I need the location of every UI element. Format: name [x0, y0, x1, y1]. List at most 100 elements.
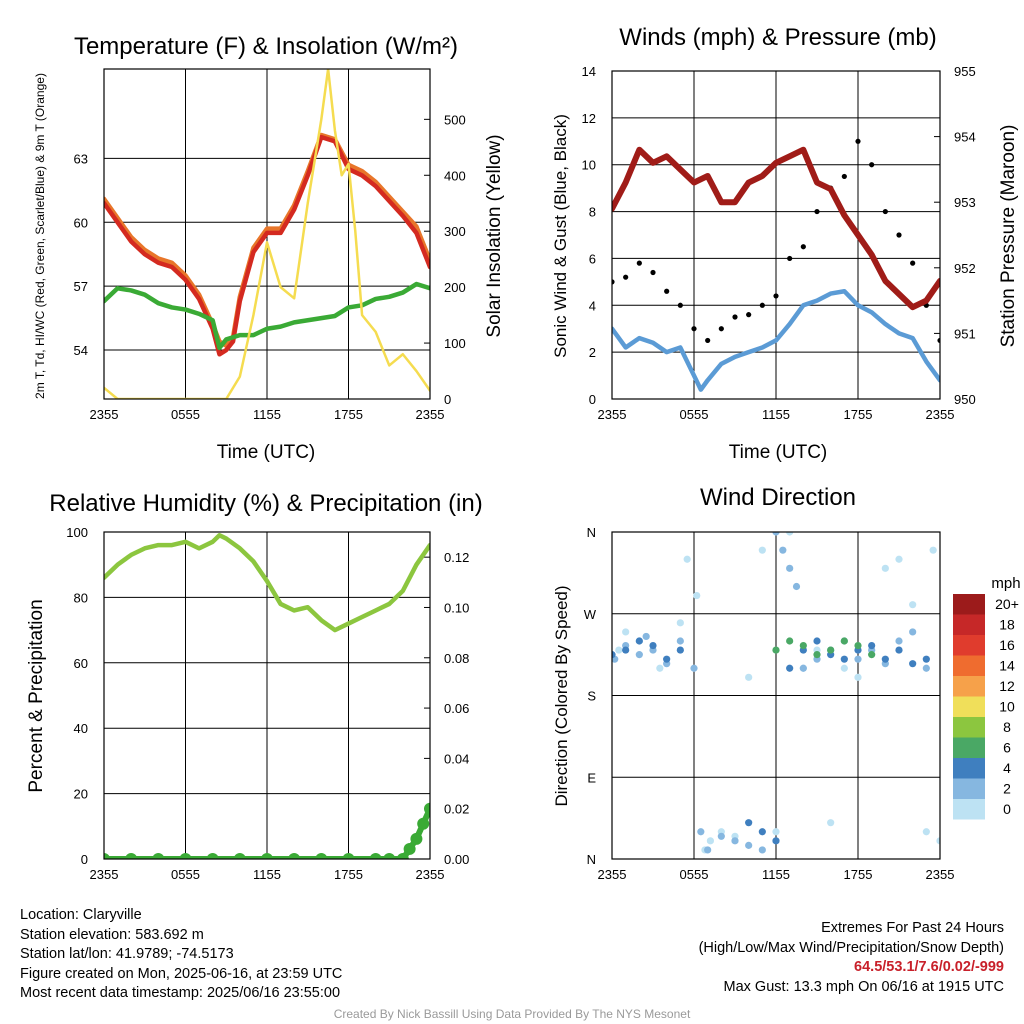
station-info: Location: Claryville Station elevation: … — [20, 906, 342, 1004]
winds-panel: Winds (mph) & Pressure (mb) Time (UTC) S… — [551, 24, 1019, 463]
humidity-y2tick-label: 0.10 — [444, 600, 469, 615]
wind-direction-point — [922, 655, 930, 663]
winds-y2tick-label: 951 — [954, 326, 976, 341]
humidity-y2tick-label: 0.08 — [444, 651, 469, 666]
station-latlon: Station lat/lon: 41.9789; -74.5173 — [20, 946, 234, 962]
winds-y2tick-label: 952 — [954, 261, 976, 276]
winds-y2tick-label: 954 — [954, 130, 976, 145]
legend-swatch — [953, 737, 985, 758]
wind-direction-xtick-label: 1755 — [844, 867, 873, 882]
humidity-ytick-label: 20 — [74, 787, 88, 802]
temperature-xtick-label: 2355 — [90, 407, 119, 422]
wind-direction-point — [635, 651, 643, 659]
wind-direction-point — [813, 637, 821, 645]
wind-direction-point — [868, 651, 876, 659]
winds-y2tick-label: 950 — [954, 392, 976, 407]
temperature-series-line — [104, 132, 430, 349]
wind-direction-point — [779, 546, 787, 554]
winds-marker — [612, 279, 615, 285]
legend-label: 0 — [1003, 801, 1011, 817]
wind-direction-point — [745, 673, 753, 681]
winds-plot-area — [612, 138, 940, 392]
wind-direction-point — [772, 532, 780, 536]
wind-direction-point — [881, 655, 889, 663]
winds-ytick-label: 6 — [589, 251, 596, 266]
wind-direction-point — [612, 651, 616, 659]
legend-label: 14 — [999, 658, 1015, 674]
winds-marker — [691, 326, 697, 332]
wind-direction-ytick-label: N — [587, 525, 596, 540]
recent-data-timestamp: Most recent data timestamp: 2025/06/16 2… — [20, 985, 341, 1001]
winds-marker — [910, 260, 916, 266]
winds-xtick-label: 1155 — [762, 407, 790, 422]
legend-swatch — [953, 594, 985, 615]
wind-direction-point — [786, 532, 794, 536]
humidity-series-line — [104, 533, 430, 633]
wind-direction-point — [693, 591, 701, 600]
wind-direction-point — [799, 641, 807, 650]
wind-direction-point — [786, 637, 794, 645]
legend-label: 20+ — [995, 596, 1019, 612]
legend-swatch — [953, 696, 985, 717]
wind-direction-point — [772, 837, 780, 845]
legend-label: 16 — [999, 637, 1015, 653]
humidity-xtick-label: 2355 — [416, 867, 445, 882]
wind-direction-panel: Wind Direction Direction (Colored By Spe… — [552, 484, 1021, 882]
wind-direction-point — [676, 637, 684, 645]
temperature-y2tick-label: 500 — [444, 112, 466, 127]
wind-direction-point — [758, 828, 766, 836]
temperature-series-line — [104, 134, 430, 357]
winds-series-line — [612, 146, 940, 311]
wind-direction-point — [909, 660, 917, 668]
winds-xlabel: Time (UTC) — [729, 442, 828, 463]
wind-direction-xtick-label: 2355 — [598, 867, 627, 882]
humidity-y2tick-label: 0.04 — [444, 751, 469, 766]
temperature-xtick-label: 0555 — [171, 407, 200, 422]
winds-marker — [800, 244, 806, 250]
wind-direction-point — [909, 601, 917, 609]
temperature-ytick-label: 54 — [74, 343, 88, 358]
humidity-frame — [103, 531, 431, 860]
wind-direction-point — [697, 828, 705, 836]
temperature-y2tick-label: 300 — [444, 224, 466, 239]
humidity-xtick-label: 0555 — [171, 867, 200, 882]
winds-marker — [746, 312, 752, 318]
wind-direction-ylabel: Direction (Colored By Speed) — [552, 585, 571, 806]
wind-direction-ytick-label: E — [587, 770, 596, 785]
wind-direction-point — [792, 582, 801, 591]
temperature-xtick-label: 2355 — [416, 407, 445, 422]
wind-direction-point — [813, 651, 821, 659]
wind-direction-point — [622, 628, 630, 636]
winds-ytick-label: 0 — [589, 392, 596, 407]
winds-marker — [636, 260, 642, 266]
wind-direction-point — [929, 546, 937, 554]
humidity-y2tick-label: 0.02 — [444, 802, 469, 817]
wind-direction-point — [786, 564, 794, 572]
wind-direction-point — [895, 637, 903, 645]
legend-label: 2 — [1003, 781, 1011, 797]
winds-y2tick-label: 953 — [954, 195, 976, 210]
temperature-xlabel: Time (UTC) — [217, 442, 316, 463]
winds-marker — [855, 138, 861, 144]
humidity-ytick-label: 60 — [74, 656, 88, 671]
wind-direction-point — [642, 632, 650, 641]
winds-ytick-label: 8 — [589, 205, 596, 220]
legend-swatch — [953, 758, 985, 779]
legend-swatch — [953, 717, 985, 738]
winds-marker — [623, 274, 629, 280]
wind-direction-point — [635, 637, 643, 645]
wind-direction-frame — [611, 531, 941, 860]
humidity-ytick-label: 40 — [74, 721, 88, 736]
humidity-ytick-label: 80 — [74, 590, 88, 605]
wind-direction-point — [922, 664, 930, 672]
wind-direction-point — [745, 841, 753, 849]
winds-marker — [814, 208, 820, 215]
winds-y2tick-label: 955 — [954, 64, 976, 79]
temperature-y2tick-label: 200 — [444, 280, 466, 295]
wind-direction-point — [683, 555, 691, 563]
wind-direction-point — [786, 664, 794, 672]
winds-xtick-label: 0555 — [680, 407, 709, 422]
winds-marker — [650, 269, 656, 276]
wind-direction-point — [745, 819, 753, 827]
